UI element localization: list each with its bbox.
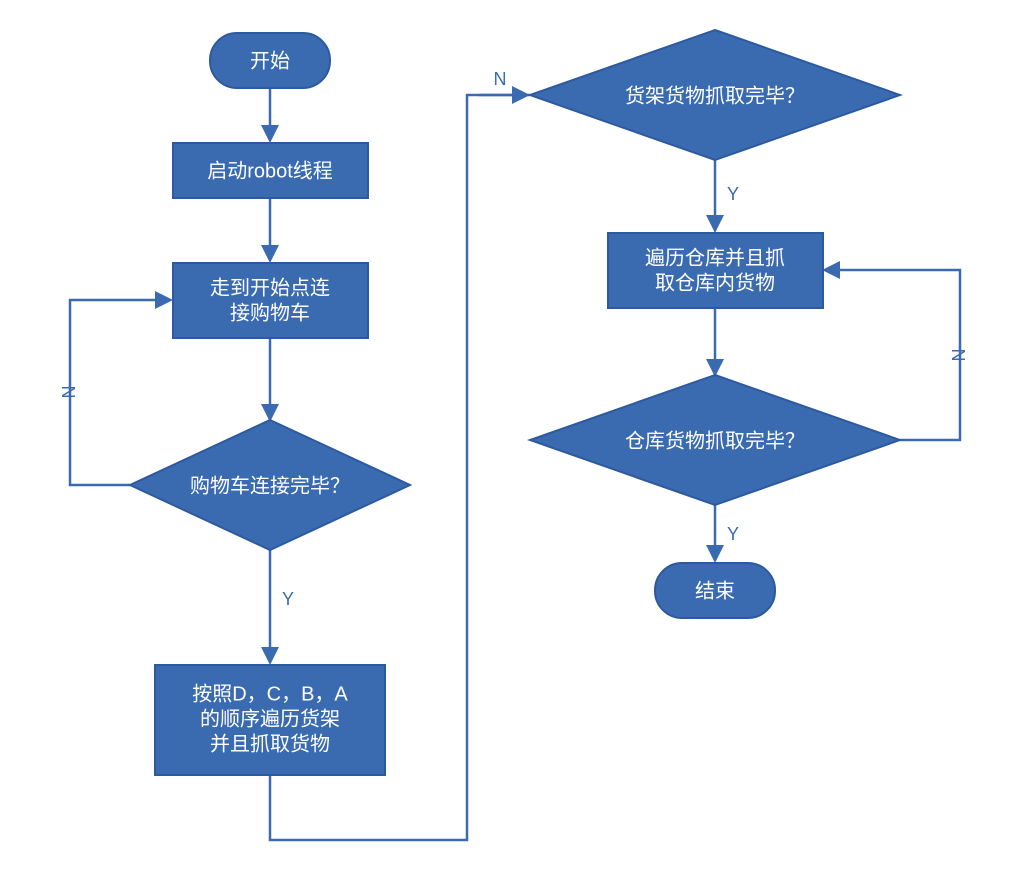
svg-text:接购物车: 接购物车: [230, 301, 310, 324]
arrow-thread-connect: [261, 245, 279, 263]
node-decision-cart: 购物车连接完毕？: [130, 420, 410, 550]
node-fetch: 遍历仓库并且抓 取仓库内货物: [608, 233, 823, 308]
node-thread: 启动robot线程: [173, 143, 368, 198]
svg-text:货架货物抓取完毕？: 货架货物抓取完毕？: [625, 84, 805, 107]
label-dware-y: Y: [727, 524, 739, 544]
svg-text:按照D，C，B，A: 按照D，C，B，A: [192, 682, 348, 705]
node-start: 开始: [210, 33, 330, 88]
node-traverse: 按照D，C，B，A 的顺序遍历货架 并且抓取货物: [155, 665, 385, 775]
svg-text:的顺序遍历货架: 的顺序遍历货架: [200, 707, 340, 730]
svg-text:购物车连接完毕？: 购物车连接完毕？: [190, 474, 350, 497]
node-decision-shelf: 货架货物抓取完毕？: [530, 30, 900, 160]
svg-text:走到开始点连: 走到开始点连: [210, 276, 330, 299]
svg-text:开始: 开始: [250, 49, 290, 72]
arrow-dshelf-fetch: [706, 215, 724, 233]
label-dcart-y: Y: [282, 589, 294, 609]
svg-text:启动robot线程: 启动robot线程: [207, 159, 333, 182]
node-connect: 走到开始点连 接购物车: [173, 263, 368, 338]
arrow-dcart-connect-loop: [155, 291, 173, 309]
label-dware-n: N: [949, 349, 969, 362]
node-decision-warehouse: 仓库货物抓取完毕？: [530, 375, 900, 505]
label-dcart-n: N: [59, 386, 79, 399]
svg-text:遍历仓库并且抓: 遍历仓库并且抓: [645, 246, 785, 269]
label-dshelf-y: Y: [727, 184, 739, 204]
arrow-start-thread: [261, 125, 279, 143]
flowchart-canvas: Y N Y N Y N 开始 启动robot线程: [0, 0, 1031, 891]
svg-text:仓库货物抓取完毕？: 仓库货物抓取完毕？: [625, 429, 805, 452]
edge-dware-fetch-loop: [837, 270, 960, 440]
arrow-dcart-traverse: [261, 647, 279, 665]
edge-dcart-connect-loop: [70, 300, 158, 485]
label-dshelf-n: N: [494, 69, 507, 89]
arrow-dware-fetch-loop: [822, 261, 840, 279]
svg-text:并且抓取货物: 并且抓取货物: [210, 732, 330, 755]
svg-text:结束: 结束: [695, 579, 735, 602]
node-end: 结束: [655, 563, 775, 618]
arrow-dware-end: [706, 545, 724, 563]
svg-text:取仓库内货物: 取仓库内货物: [655, 271, 775, 294]
